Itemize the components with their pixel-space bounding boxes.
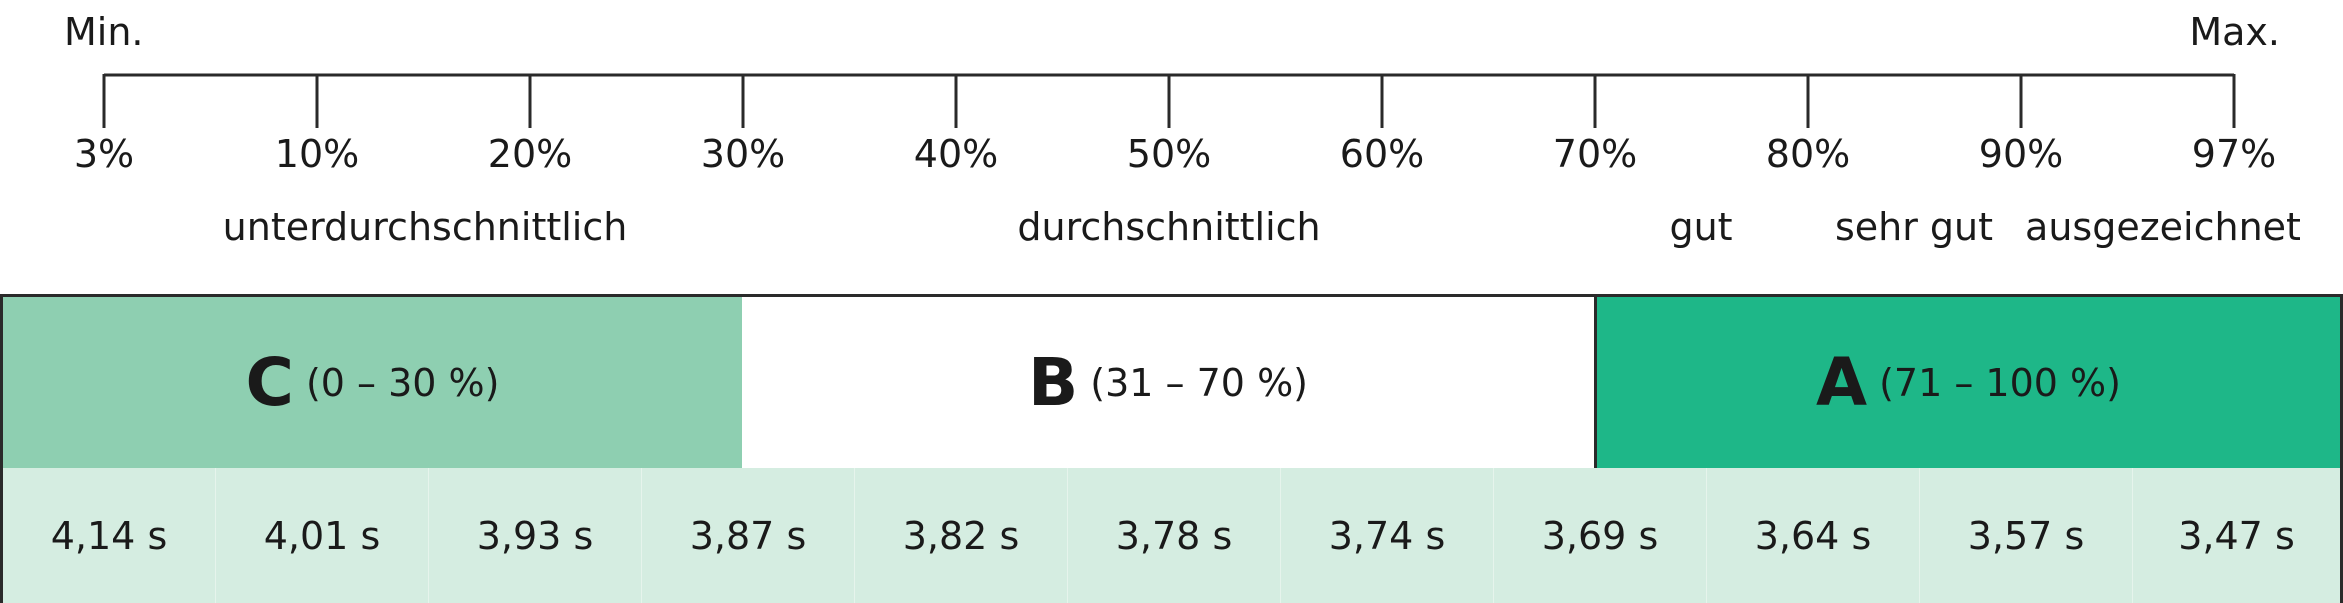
tick-label: 90%: [1978, 132, 2064, 176]
time-cell: 3,82 s: [855, 468, 1068, 603]
category-label-below-average: unterdurchschnittlich: [222, 205, 628, 249]
category-label-very-good: sehr gut: [1834, 205, 1994, 249]
tick-label: 30%: [700, 132, 786, 176]
tick-label: 60%: [1339, 132, 1425, 176]
percentile-scale-axis: [102, 73, 2236, 128]
grade-letter: A: [1816, 343, 1868, 421]
time-cell: 4,14 s: [3, 468, 216, 603]
tick-label: 50%: [1126, 132, 1212, 176]
category-label-good: gut: [1669, 205, 1733, 249]
grade-letter: C: [245, 343, 294, 421]
tick-label: 97%: [2191, 132, 2277, 176]
grade-box-b: B (31 – 70 %): [742, 294, 1597, 471]
scale-max-label: Max.: [2189, 10, 2280, 54]
time-cell: 3,57 s: [1920, 468, 2133, 603]
time-cell: 3,87 s: [642, 468, 855, 603]
tick-label: 20%: [487, 132, 573, 176]
grade-box-c: C (0 – 30 %): [0, 294, 745, 471]
category-label-average: durchschnittlich: [1017, 205, 1321, 249]
time-cell: 3,74 s: [1281, 468, 1494, 603]
grade-box-a: A (71 – 100 %): [1594, 294, 2343, 471]
time-cell: 3,69 s: [1494, 468, 1707, 603]
grade-range: (31 – 70 %): [1090, 360, 1308, 405]
time-cell: 3,78 s: [1068, 468, 1281, 603]
grade-letter: B: [1027, 343, 1079, 421]
time-cell: 3,64 s: [1707, 468, 1920, 603]
time-cell: 4,01 s: [216, 468, 429, 603]
tick-label: 40%: [913, 132, 999, 176]
scale-min-label: Min.: [64, 10, 144, 54]
time-cell: 3,93 s: [429, 468, 642, 603]
category-label-excellent: ausgezeichnet: [2025, 205, 2301, 249]
time-values-row: 4,14 s 4,01 s 3,93 s 3,87 s 3,82 s 3,78 …: [0, 468, 2343, 603]
grade-range: (71 – 100 %): [1879, 360, 2121, 405]
grade-range: (0 – 30 %): [305, 360, 500, 405]
tick-label: 10%: [274, 132, 360, 176]
time-cell: 3,47 s: [2178, 513, 2295, 558]
tick-label: 3%: [73, 132, 135, 176]
tick-label: 80%: [1765, 132, 1851, 176]
tick-label: 70%: [1552, 132, 1638, 176]
